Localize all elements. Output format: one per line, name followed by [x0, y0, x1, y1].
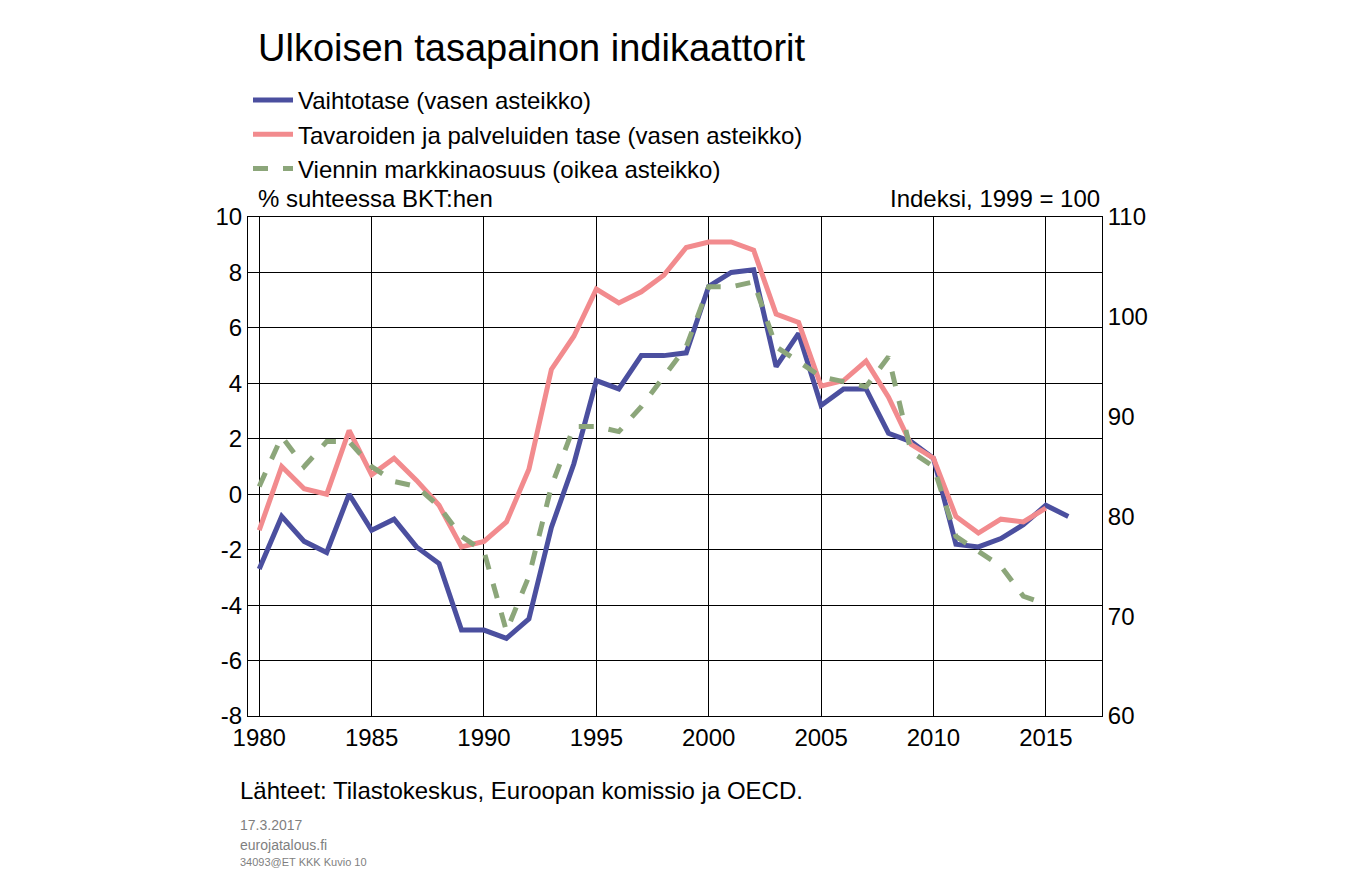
svg-text:110: 110	[1108, 203, 1146, 230]
svg-text:1985: 1985	[345, 724, 398, 751]
svg-text:4: 4	[229, 370, 242, 397]
svg-text:6: 6	[229, 314, 242, 341]
svg-text:1995: 1995	[570, 724, 623, 751]
svg-text:Indeksi, 1999 = 100: Indeksi, 1999 = 100	[890, 185, 1100, 212]
svg-text:1990: 1990	[457, 724, 510, 751]
svg-text:100: 100	[1108, 303, 1148, 330]
svg-text:17.3.2017: 17.3.2017	[240, 817, 302, 833]
svg-text:90: 90	[1108, 403, 1135, 430]
svg-text:2010: 2010	[907, 724, 960, 751]
svg-text:-4: -4	[221, 592, 242, 619]
svg-text:60: 60	[1108, 702, 1135, 729]
svg-text:34093@ET KKK Kuvio 10: 34093@ET KKK Kuvio 10	[240, 856, 367, 868]
svg-text:80: 80	[1108, 503, 1135, 530]
svg-text:2: 2	[229, 425, 242, 452]
svg-text:Vaihtotase (vasen asteikko): Vaihtotase (vasen asteikko)	[298, 87, 591, 114]
svg-text:-8: -8	[221, 702, 242, 729]
svg-text:2005: 2005	[794, 724, 847, 751]
svg-text:10: 10	[215, 203, 242, 230]
svg-text:eurojatalous.fi: eurojatalous.fi	[240, 837, 327, 853]
svg-text:Ulkoisen tasapainon indikaatto: Ulkoisen tasapainon indikaattorit	[258, 27, 806, 69]
svg-text:2000: 2000	[682, 724, 735, 751]
svg-text:8: 8	[229, 259, 242, 286]
svg-text:-2: -2	[221, 536, 242, 563]
svg-text:-6: -6	[221, 647, 242, 674]
svg-text:Lähteet: Tilastokeskus, Euroop: Lähteet: Tilastokeskus, Euroopan komissi…	[240, 777, 803, 804]
svg-text:0: 0	[229, 481, 242, 508]
svg-text:% suhteessa BKT:hen: % suhteessa BKT:hen	[258, 185, 493, 212]
svg-text:Viennin markkinaosuus (oikea a: Viennin markkinaosuus (oikea asteikko)	[298, 156, 720, 183]
svg-text:1980: 1980	[233, 724, 286, 751]
svg-text:70: 70	[1108, 603, 1135, 630]
svg-text:Tavaroiden ja palveluiden tase: Tavaroiden ja palveluiden tase (vasen as…	[298, 122, 802, 149]
svg-text:2015: 2015	[1019, 724, 1072, 751]
